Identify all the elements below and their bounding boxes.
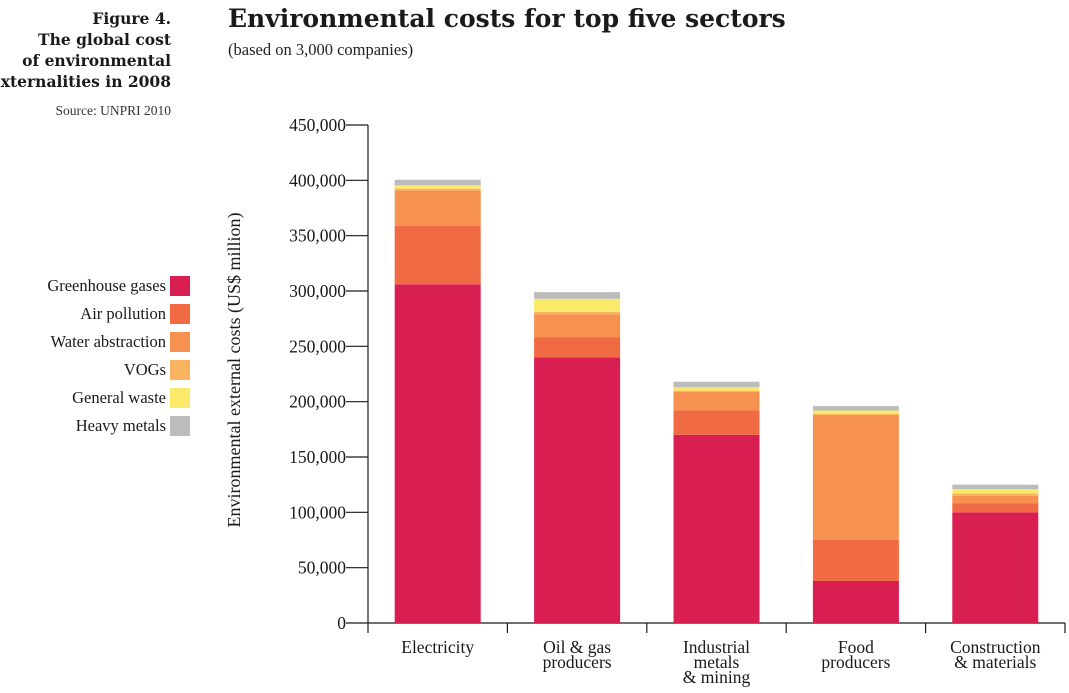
- y-tick-label: 0: [337, 613, 346, 633]
- figure-caption-line: of environmental: [22, 51, 171, 70]
- bar-segment: [812, 413, 899, 415]
- legend-swatch: [170, 416, 190, 436]
- bar-segment: [534, 298, 621, 313]
- figure-caption-line: The global cost: [38, 30, 171, 49]
- legend-label: VOGs: [123, 360, 166, 379]
- bar-segment: [952, 489, 1039, 494]
- y-tick-label: 450,000: [289, 115, 346, 135]
- x-tick-label: Oil & gas producers: [543, 637, 612, 672]
- bar-segment: [394, 284, 481, 623]
- figure-source: Source: UNPRI 2010: [55, 103, 172, 118]
- y-axis: 0 50,000 100,000 150,000 200,000 250,000 300,0…: [289, 115, 369, 633]
- bar-segment: [673, 381, 760, 388]
- bar-segment: [534, 314, 621, 338]
- bar-segment: [673, 387, 760, 391]
- legend-label: Heavy metals: [75, 416, 166, 435]
- x-axis: Electricity Oil & gas producers Industrial m…: [367, 622, 1066, 687]
- y-tick-label: 250,000: [289, 336, 346, 356]
- legend-item: Air pollution: [47, 300, 190, 328]
- bar-segment: [394, 185, 481, 189]
- bar-segment: [673, 390, 760, 392]
- bar-segment: [534, 337, 621, 358]
- bar-segment: [812, 410, 899, 414]
- y-axis-label: Environmental external costs (US$ millio…: [224, 213, 245, 528]
- legend-label: General waste: [72, 388, 166, 407]
- bar-segment: [394, 190, 481, 226]
- legend-item: Water abstraction: [47, 328, 190, 356]
- bar-segment: [394, 188, 481, 191]
- bar-segment: [534, 292, 621, 299]
- y-tick-label: 100,000: [289, 502, 346, 522]
- bar-segment: [534, 357, 621, 623]
- figure-caption: Figure 4. The global cost of environment…: [0, 8, 171, 119]
- legend-label: Greenhouse gases: [47, 276, 166, 295]
- legend-item: Heavy metals: [47, 412, 190, 440]
- figure-caption-line: Figure 4.: [92, 9, 171, 28]
- chart-legend: Greenhouse gases Air pollution Water abs…: [47, 272, 190, 440]
- x-tick-label: Construction & materials: [950, 637, 1041, 672]
- y-tick-label: 50,000: [298, 558, 346, 578]
- bar-segment: [394, 225, 481, 285]
- figure-caption-line: externalities in 2008: [0, 72, 171, 91]
- bar-segment: [812, 580, 899, 623]
- x-tick-label: Industrial metals & mining: [683, 637, 751, 687]
- legend-label: Water abstraction: [50, 332, 167, 351]
- bar-segment: [812, 540, 899, 581]
- bar-segment: [394, 179, 481, 186]
- x-tick-label: Electricity: [401, 637, 474, 657]
- legend-swatch: [170, 304, 190, 324]
- bar-segment: [952, 495, 1039, 504]
- bars: [394, 179, 1039, 623]
- legend-swatch: [170, 276, 190, 296]
- legend-item: VOGs: [47, 356, 190, 384]
- y-tick-label: 200,000: [289, 392, 346, 412]
- bar-segment: [952, 484, 1039, 490]
- bar-segment: [952, 512, 1039, 623]
- bar-segment: [673, 410, 760, 435]
- y-tick-label: 400,000: [289, 170, 346, 190]
- bar-segment: [952, 503, 1039, 513]
- legend-swatch: [170, 388, 190, 408]
- bar-segment: [812, 406, 899, 411]
- bar-segment: [534, 312, 621, 315]
- bar-segment: [673, 391, 760, 411]
- legend-swatch: [170, 332, 190, 352]
- chart-title: Environmental costs for top five sectors: [228, 4, 786, 33]
- y-tick-label: 350,000: [289, 226, 346, 246]
- bar-segment: [812, 414, 899, 540]
- legend-label: Air pollution: [80, 304, 166, 323]
- legend-item: General waste: [47, 384, 190, 412]
- legend-swatch: [170, 360, 190, 380]
- legend-item: Greenhouse gases: [47, 272, 190, 300]
- y-tick-label: 300,000: [289, 281, 346, 301]
- bar-segment: [673, 434, 760, 623]
- chart-subtitle: (based on 3,000 companies): [228, 40, 414, 59]
- bar-segment: [952, 493, 1039, 496]
- x-tick-label: Food producers: [821, 637, 890, 672]
- y-tick-label: 150,000: [289, 447, 346, 467]
